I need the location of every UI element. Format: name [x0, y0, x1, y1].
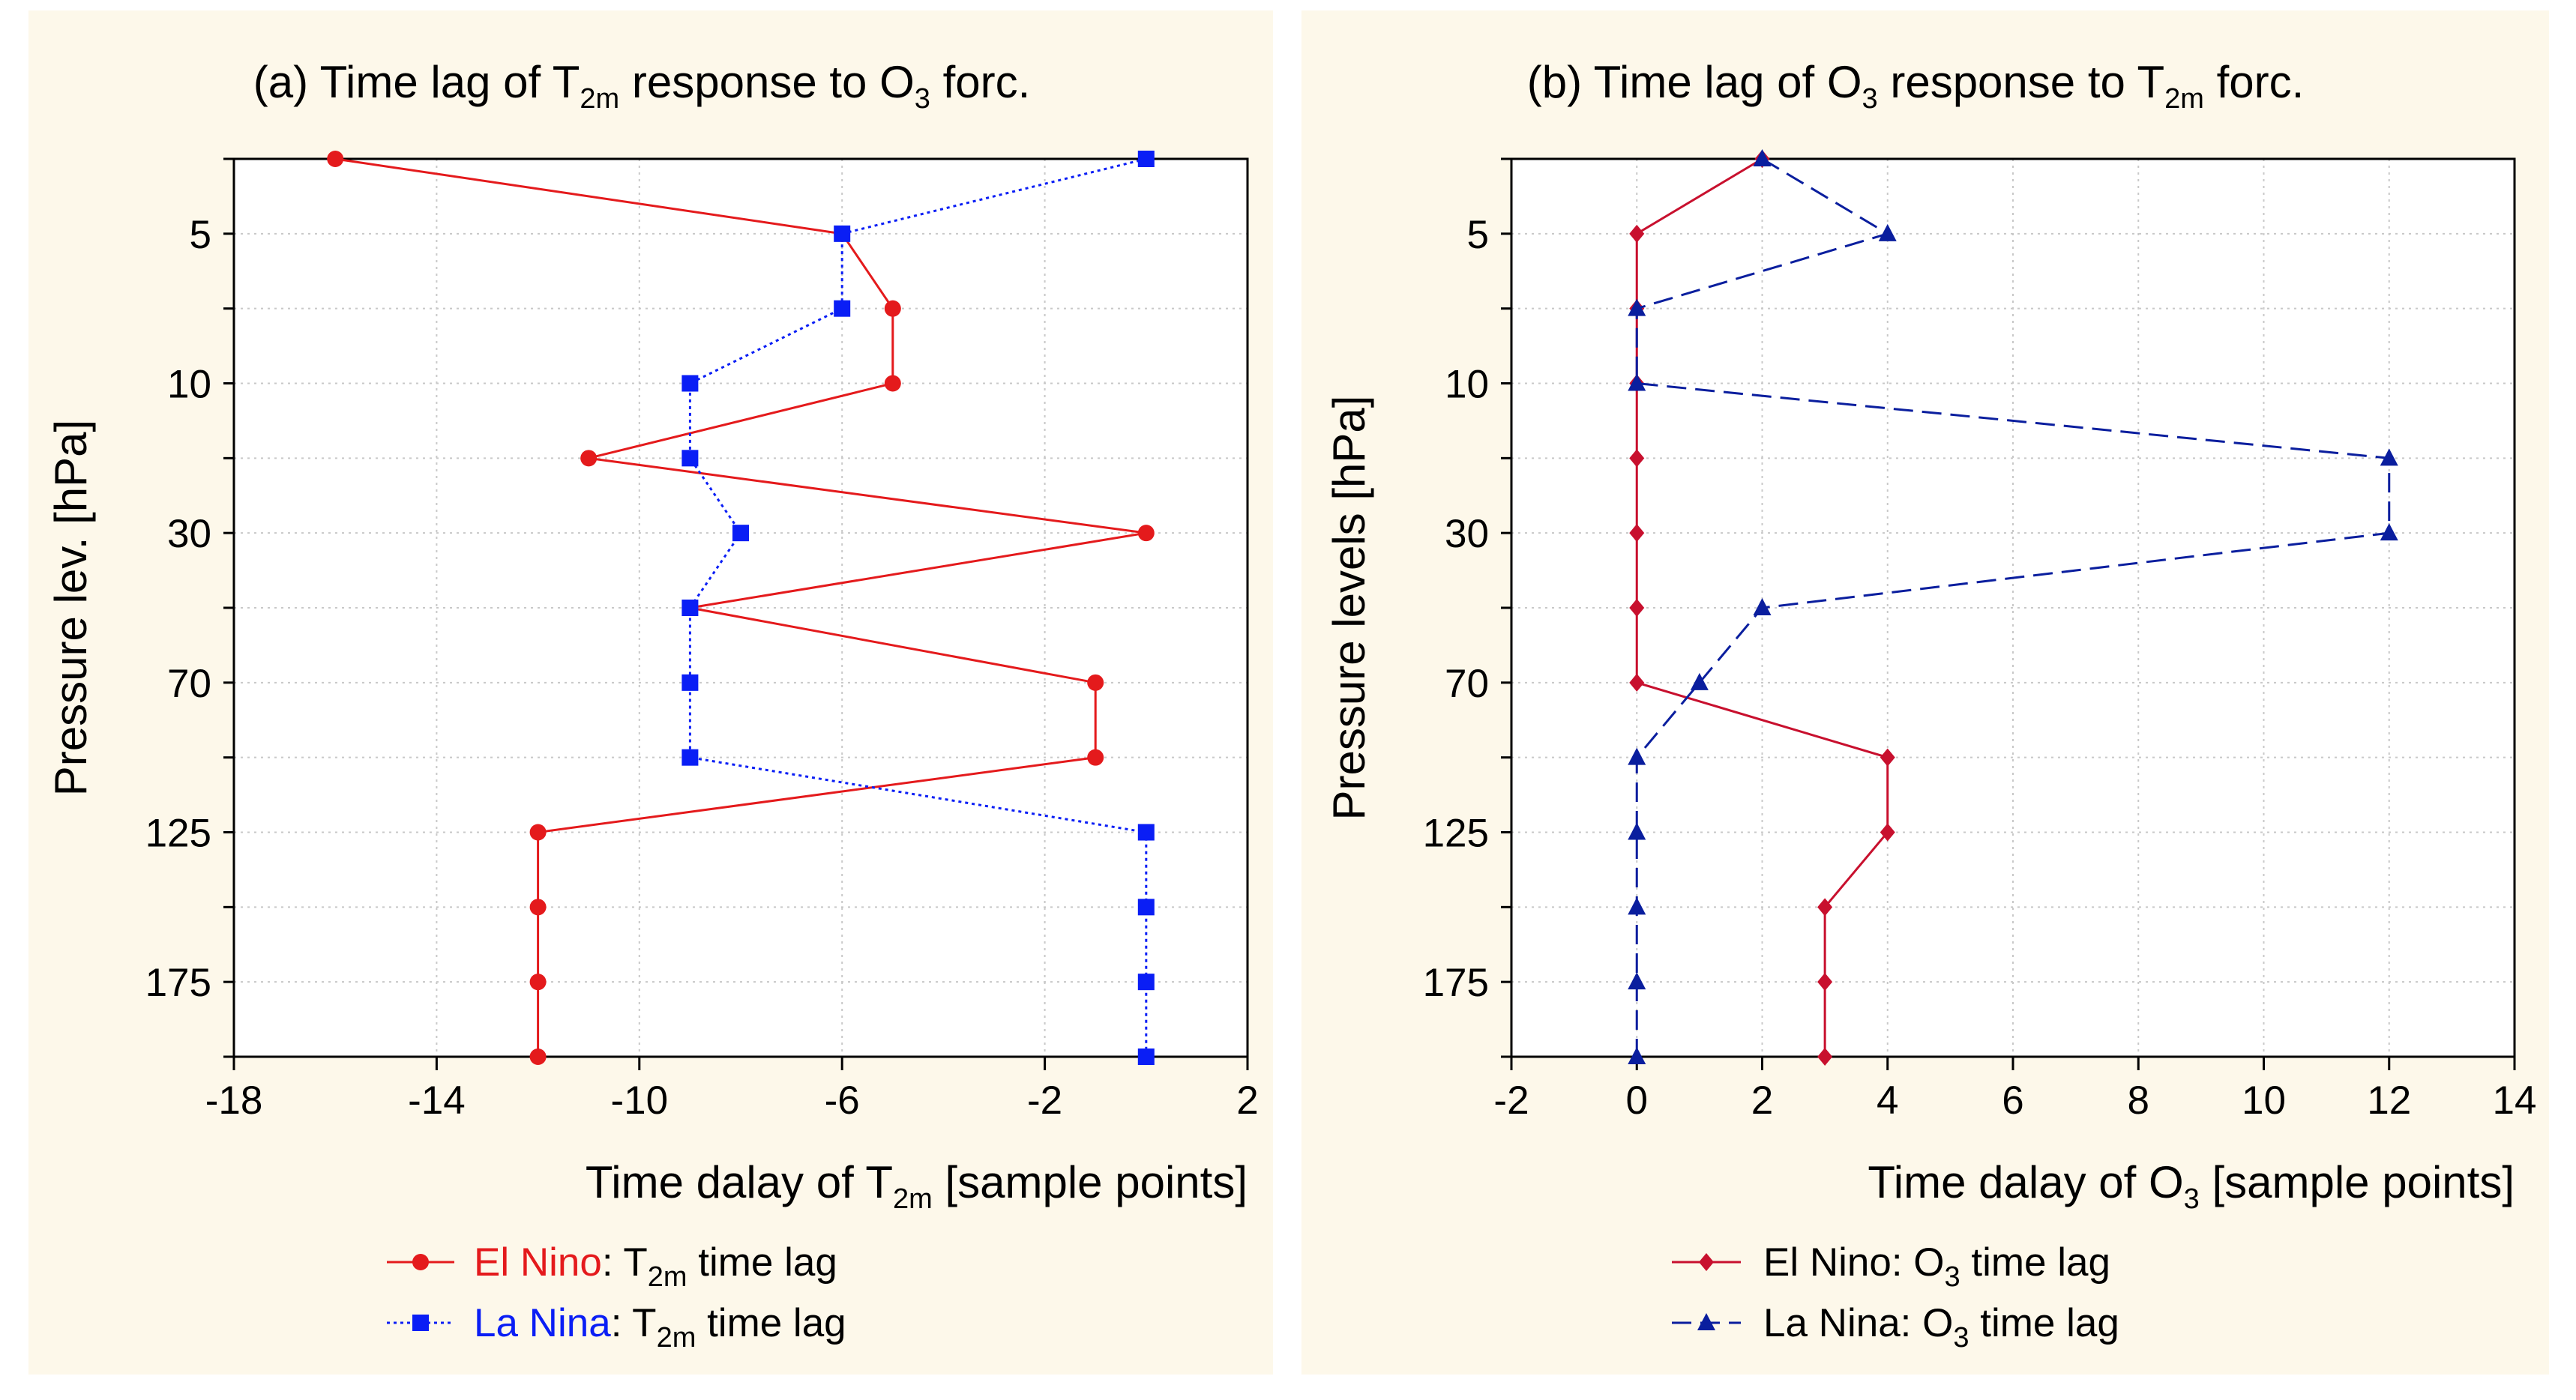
y-tick-label: 175	[145, 961, 211, 1005]
y-tick-label: 70	[1445, 662, 1489, 706]
data-point-circle	[529, 1049, 547, 1065]
x-tick-label: -2	[1027, 1078, 1062, 1123]
data-point-circle	[1137, 525, 1155, 542]
data-point-square	[681, 450, 699, 467]
x-tick-label: 12	[2367, 1078, 2411, 1123]
data-point-square	[1137, 824, 1155, 841]
x-tick-label: 0	[1626, 1078, 1648, 1123]
data-point-diamond	[1817, 973, 1833, 992]
x-tick-label: -14	[408, 1078, 466, 1123]
data-point-square	[732, 525, 749, 542]
data-point-square	[1137, 899, 1155, 916]
data-point-diamond	[1629, 673, 1645, 692]
data-point-triangle	[1628, 972, 1646, 990]
data-point-square	[1137, 1049, 1155, 1065]
legend-label: La Nina: T2m time lag	[474, 1301, 846, 1354]
data-point-triangle	[1753, 149, 1772, 166]
legend-label: El Nino: O3 time lag	[1763, 1240, 2110, 1293]
x-tick-label: 10	[2242, 1078, 2286, 1123]
data-point-square	[681, 375, 699, 392]
x-axis-label: Time dalay of T2m [sample points]	[586, 1157, 1248, 1215]
data-point-square	[681, 600, 699, 616]
x-tick-label: 14	[2493, 1078, 2537, 1123]
x-tick-label: -2	[1493, 1078, 1529, 1123]
data-point-circle	[327, 151, 344, 167]
x-tick-label: 4	[1877, 1078, 1898, 1123]
panel-a-chart: -18 -14 -10 -6 -2 2 5 10 30 70 125 175 (a) Time lag …	[46, 57, 1259, 1354]
data-point-triangle	[1628, 1047, 1646, 1064]
data-point-diamond	[1629, 524, 1645, 543]
data-point-circle	[529, 974, 547, 991]
data-point-diamond	[1817, 1048, 1833, 1066]
data-point-square	[834, 225, 851, 242]
data-point-triangle	[2380, 448, 2398, 466]
y-axis-label: Pressure lev. [hPa]	[46, 420, 96, 796]
data-point-diamond	[1880, 748, 1895, 767]
data-point-square	[681, 674, 699, 691]
data-point-circle	[580, 450, 598, 467]
data-point-square	[1137, 151, 1155, 167]
data-point-diamond	[1880, 823, 1895, 842]
y-tick-label: 30	[1445, 512, 1489, 556]
x-tick-label: 6	[2002, 1078, 2023, 1123]
data-point-triangle	[1628, 822, 1646, 840]
y-tick-label: 125	[1423, 812, 1489, 856]
data-point-circle	[529, 824, 547, 841]
x-tick-label: 2	[1236, 1078, 1258, 1123]
legend-label: El Nino: T2m time lag	[474, 1240, 837, 1293]
x-tick-label: -10	[610, 1078, 668, 1123]
x-tick-label: -18	[205, 1078, 263, 1123]
chart-title: (b) Time lag of O3 response to T2m forc.	[1527, 57, 2305, 115]
data-point-circle	[1087, 674, 1104, 691]
y-tick-label: 10	[167, 363, 211, 407]
x-tick-label: 2	[1751, 1078, 1773, 1123]
legend-label: La Nina: O3 time lag	[1763, 1301, 2119, 1354]
data-point-triangle	[1628, 897, 1646, 915]
data-point-diamond	[1629, 599, 1645, 617]
data-point-diamond	[1629, 224, 1645, 243]
data-point-triangle	[1628, 298, 1646, 316]
x-tick-label: -6	[825, 1078, 860, 1123]
y-tick-label: 10	[1445, 363, 1489, 407]
y-tick-label: 5	[1467, 213, 1489, 257]
data-point-triangle	[1690, 672, 1709, 690]
data-point-circle	[529, 899, 547, 916]
legend-marker-circle	[412, 1254, 429, 1270]
data-point-square	[681, 749, 699, 766]
data-point-circle	[884, 300, 901, 317]
data-point-square	[1137, 974, 1155, 991]
y-tick-label: 30	[167, 512, 211, 556]
y-tick-label: 5	[190, 213, 211, 257]
data-point-triangle	[1628, 747, 1646, 765]
panel-b-chart: -2 0 2 4 6 8 10 12 14 5 10 30 70 125 175 (b) Time lag o…	[1324, 57, 2536, 1354]
x-tick-label: 8	[2128, 1078, 2149, 1123]
legend-marker-diamond	[1699, 1253, 1714, 1271]
y-axis-label: Pressure levels [hPa]	[1324, 396, 1374, 821]
data-point-circle	[1087, 749, 1104, 766]
legend-marker-square	[412, 1315, 429, 1331]
data-point-triangle	[1878, 223, 1897, 241]
data-point-triangle	[2380, 523, 2398, 541]
legend-marker-triangle	[1697, 1313, 1715, 1330]
y-tick-label: 175	[1423, 961, 1489, 1005]
y-tick-label: 70	[167, 662, 211, 706]
data-point-triangle	[1628, 373, 1646, 391]
data-point-triangle	[1753, 598, 1772, 615]
y-tick-label: 125	[145, 812, 211, 856]
data-point-diamond	[1817, 898, 1833, 917]
data-point-diamond	[1629, 449, 1645, 468]
data-point-square	[834, 300, 851, 317]
chart-title: (a) Time lag of T2m response to O3 forc.	[253, 57, 1031, 115]
x-axis-label: Time dalay of O3 [sample points]	[1868, 1157, 2515, 1215]
data-point-circle	[884, 375, 901, 392]
